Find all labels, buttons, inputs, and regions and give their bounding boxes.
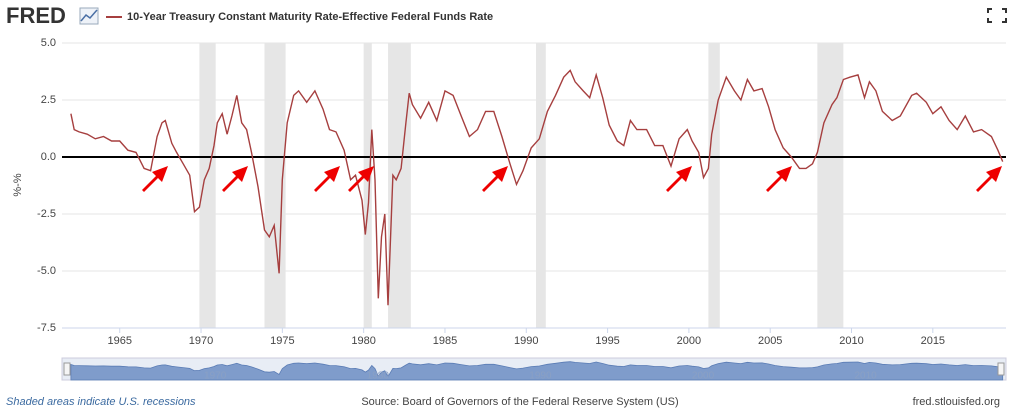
x-tick-label: 2000 [677,335,701,347]
site-link[interactable]: fred.stlouisfed.org [913,396,1000,408]
arrows [142,166,1002,192]
chart-title: 10-Year Treasury Constant Maturity Rate-… [127,11,493,23]
recession-band [817,43,844,328]
recession-band [199,43,216,328]
navigator-tick-label: 1990 [529,371,552,382]
recession-band [363,43,372,328]
recession-band [388,43,411,328]
y-tick-label: 5.0 [41,37,56,49]
logo: FRED [6,3,66,28]
y-tick-label: 0.0 [41,151,56,163]
series-line [70,69,1004,306]
x-tick-label: 1975 [270,335,294,347]
source: Source: Board of Governors of the Federa… [361,396,678,408]
navigator-handle[interactable] [63,362,71,376]
recession-note: Shaded areas indicate U.S. recessions [6,396,196,408]
x-tick-label: 1990 [514,335,538,347]
x-tick-label: 1985 [433,335,457,347]
recession-band [708,43,720,328]
fullscreen-icon[interactable] [987,8,1007,23]
x-tick-label: 2005 [758,335,782,347]
navigator-tick-label: 2010 [855,371,878,382]
y-axis-label: %-% [12,173,24,196]
x-tick-label: 2010 [839,335,863,347]
x-tick-label: 2015 [921,335,945,347]
navigator-tick-label: 1980 [367,371,390,382]
navigator-tick-label: 2000 [692,371,715,382]
x-tick-label: 1970 [189,335,213,347]
y-tick-label: -5.0 [37,265,56,277]
navigator-tick-label: 1970 [204,371,227,382]
x-tick-label: 1995 [595,335,619,347]
y-tick-label: 2.5 [41,94,56,106]
logo-icon [79,7,99,25]
x-tick-label: 1965 [107,335,131,347]
x-tick-label: 1980 [351,335,375,347]
y-tick-label: -2.5 [37,208,56,220]
navigator-handle[interactable] [997,362,1005,376]
y-tick-label: -7.5 [37,322,56,334]
navigator-series [70,361,1004,381]
recession-band [536,43,546,328]
